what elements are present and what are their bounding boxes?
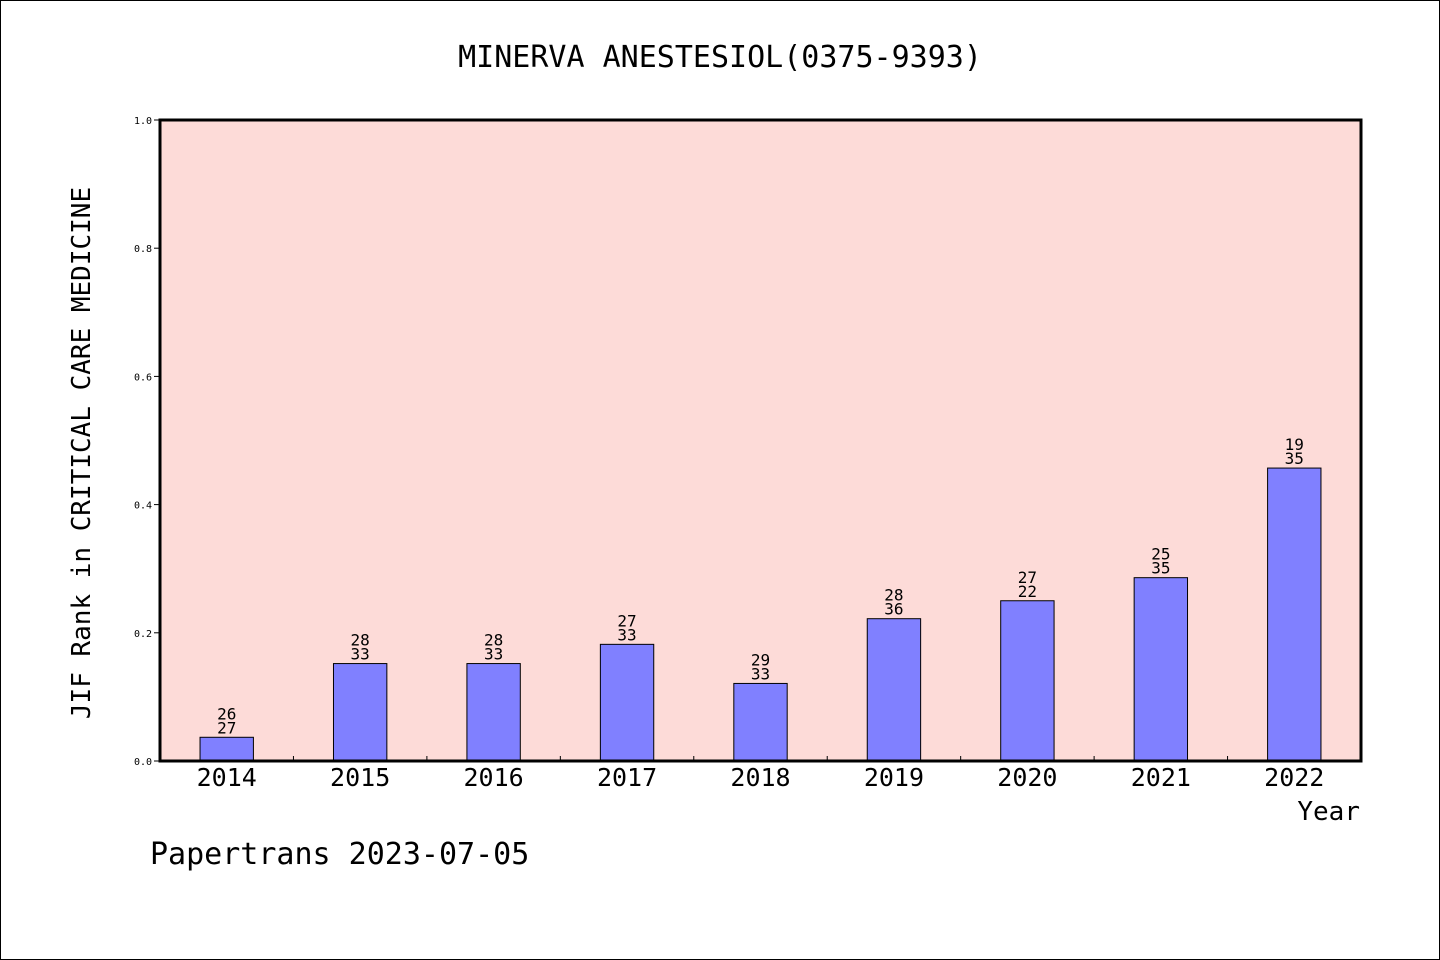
bar-label-bottom: 33 [617, 625, 636, 644]
chart-title: MINERVA ANESTESIOL(0375-9393) [458, 40, 982, 75]
y-tick-label: 0.6 [134, 372, 152, 383]
plot-border [158, 118, 1363, 763]
x-tick-label: 2020 [997, 763, 1057, 792]
bar-label-top: 29 [751, 650, 770, 669]
x-axis-label: Year [1297, 797, 1360, 827]
bar-label-bottom: 33 [751, 664, 770, 683]
y-tick-label: 0.4 [134, 501, 152, 512]
bar-label-bottom: 33 [351, 645, 370, 664]
y-tick-label: 0.0 [134, 757, 152, 768]
bar-label-bottom: 35 [1151, 559, 1170, 578]
bar-label-bottom: 33 [484, 645, 503, 664]
bar [1133, 577, 1189, 762]
bar [1000, 600, 1055, 762]
y-tick-label: 0.2 [134, 629, 152, 640]
x-tick-label: 2015 [330, 763, 390, 792]
bar-label-bottom: 22 [1018, 582, 1037, 601]
x-tick-label: 2016 [464, 763, 524, 792]
bar-label-top: 28 [351, 631, 370, 650]
bar [199, 736, 254, 762]
bar-label-top: 28 [884, 586, 903, 605]
x-tick-label: 2019 [864, 763, 924, 792]
footer-credit: Papertrans 2023-07-05 [150, 837, 529, 872]
bar [332, 663, 388, 762]
x-tick-label: 2022 [1264, 763, 1324, 792]
bar-label-top: 27 [1018, 568, 1037, 587]
bar-label-top: 25 [1151, 545, 1170, 564]
bar-label-bottom: 36 [884, 600, 903, 619]
x-tick-label: 2021 [1131, 763, 1191, 792]
y-axis: 0.0 0.2 0.4 0.6 0.8 1.0 [134, 116, 160, 768]
x-axis: 2014 2015 2016 2017 2018 2019 2020 2021 2022 [197, 756, 1324, 792]
bar-label-bottom: 27 [217, 718, 236, 737]
bar-label-bottom: 35 [1285, 449, 1304, 468]
y-axis-label: JIF Rank in CRITICAL CARE MEDICINE [67, 187, 97, 719]
bar-label-top: 19 [1285, 435, 1304, 454]
bar-label-top: 28 [484, 631, 503, 650]
bars-group [199, 467, 1322, 762]
bar [599, 643, 655, 762]
bar-label-top: 27 [617, 611, 636, 630]
bar [866, 618, 922, 762]
y-tick-label: 0.8 [134, 244, 152, 255]
x-tick-label: 2014 [197, 763, 257, 792]
y-tick-label: 1.0 [134, 116, 152, 127]
x-tick-label: 2018 [730, 763, 790, 792]
bar [733, 682, 788, 762]
x-tick-label: 2017 [597, 763, 657, 792]
bar [466, 663, 521, 762]
bar-label-top: 26 [217, 704, 236, 723]
bar [1267, 467, 1322, 762]
